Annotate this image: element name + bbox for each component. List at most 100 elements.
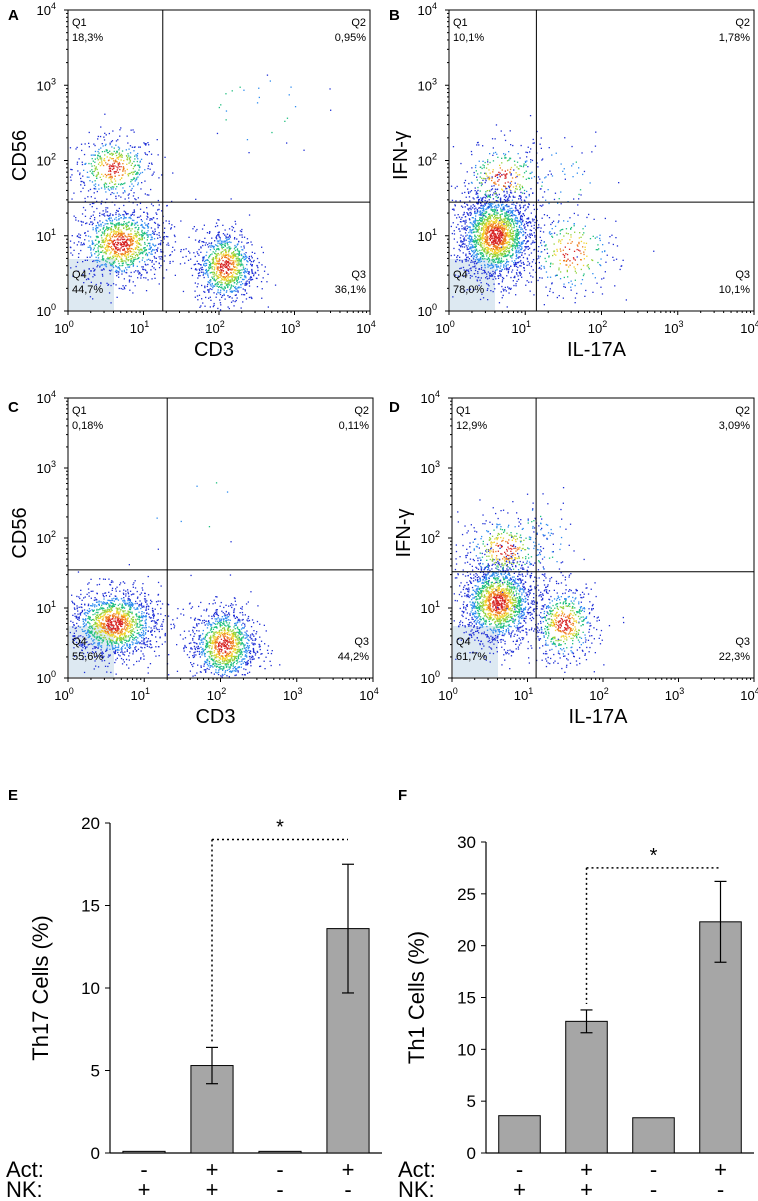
- event-dot: [502, 244, 504, 246]
- event-dot: [136, 204, 138, 206]
- event-dot: [119, 163, 121, 165]
- event-dot: [76, 161, 79, 163]
- event-dot: [198, 248, 200, 251]
- event-dot: [480, 197, 482, 199]
- event-dot: [475, 170, 477, 172]
- event-dot: [152, 173, 154, 175]
- event-dot: [246, 139, 249, 141]
- event-dot: [115, 232, 117, 234]
- event-dot: [501, 276, 504, 279]
- event-dot: [515, 225, 518, 228]
- event-dot: [214, 280, 216, 282]
- event-dot: [231, 297, 233, 299]
- event-dot: [160, 242, 162, 244]
- event-dot: [80, 180, 82, 183]
- event-dot: [151, 278, 153, 280]
- event-dot: [135, 226, 137, 229]
- event-dot: [243, 253, 245, 255]
- event-dot: [474, 249, 476, 251]
- event-dot: [234, 246, 236, 248]
- event-dot: [241, 249, 243, 251]
- event-dot: [520, 214, 523, 217]
- event-dot: [237, 287, 239, 289]
- event-dot: [226, 242, 228, 245]
- event-dot: [512, 144, 514, 147]
- event-dot: [458, 244, 460, 246]
- event-dot: [118, 235, 120, 237]
- event-dot: [509, 229, 511, 231]
- event-dot: [479, 219, 481, 221]
- event-dot: [106, 261, 108, 263]
- event-dot: [484, 228, 486, 231]
- event-dot: [507, 268, 509, 270]
- event-dot: [500, 262, 502, 265]
- event-dot: [108, 243, 110, 245]
- event-dot: [92, 241, 94, 243]
- event-dot: [212, 271, 214, 273]
- event-dot: [138, 238, 140, 240]
- event-dot: [180, 220, 182, 222]
- event-dot: [106, 149, 108, 151]
- event-dot: [91, 243, 93, 245]
- event-dot: [501, 279, 504, 281]
- event-dot: [144, 249, 146, 251]
- event-dot: [479, 244, 481, 246]
- event-dot: [507, 169, 509, 171]
- event-dot: [491, 241, 493, 243]
- event-dot: [94, 197, 96, 199]
- event-dot: [119, 168, 121, 171]
- event-dot: [233, 251, 235, 253]
- event-dot: [142, 266, 144, 268]
- event-dot: [129, 246, 131, 248]
- event-dot: [503, 191, 505, 193]
- event-dot: [129, 244, 131, 246]
- event-dot: [225, 257, 228, 259]
- event-dot: [482, 228, 484, 231]
- event-dot: [103, 139, 106, 141]
- event-dot: [462, 220, 464, 222]
- event-dot: [489, 239, 491, 242]
- event-dot: [509, 241, 511, 243]
- event-dot: [499, 233, 501, 235]
- event-dot: [199, 269, 201, 272]
- event-dot: [491, 237, 493, 239]
- event-dot: [457, 214, 459, 216]
- event-dot: [492, 220, 494, 223]
- quadrant-label-q4: Q4: [72, 269, 87, 281]
- event-dot: [473, 231, 476, 233]
- event-dot: [457, 223, 459, 226]
- event-dot: [103, 268, 105, 271]
- event-dot: [231, 279, 234, 281]
- event-dot: [84, 239, 86, 241]
- event-dot: [213, 279, 215, 281]
- event-dot: [97, 251, 99, 253]
- event-dot: [111, 263, 113, 266]
- event-dot: [516, 247, 519, 249]
- event-dot: [463, 227, 465, 229]
- event-dot: [201, 228, 204, 230]
- event-dot: [486, 195, 488, 197]
- event-dot: [508, 239, 510, 241]
- event-dot: [471, 255, 473, 257]
- event-dot: [475, 254, 478, 256]
- event-dot: [506, 267, 508, 269]
- event-dot: [130, 236, 132, 238]
- event-dot: [473, 255, 475, 257]
- event-dot: [462, 266, 465, 269]
- event-dot: [135, 248, 137, 250]
- event-dot: [486, 282, 488, 285]
- event-dot: [453, 254, 456, 256]
- event-dot: [134, 158, 136, 160]
- event-dot: [510, 210, 512, 212]
- event-dot: [506, 217, 508, 219]
- event-dot: [516, 202, 518, 204]
- event-dot: [123, 243, 126, 245]
- event-dot: [476, 191, 478, 193]
- event-dot: [211, 253, 213, 255]
- event-dot: [471, 167, 473, 169]
- event-dot: [104, 188, 106, 190]
- event-dot: [600, 264, 602, 267]
- event-dot: [123, 271, 125, 273]
- event-dot: [214, 240, 216, 242]
- event-dot: [90, 215, 92, 217]
